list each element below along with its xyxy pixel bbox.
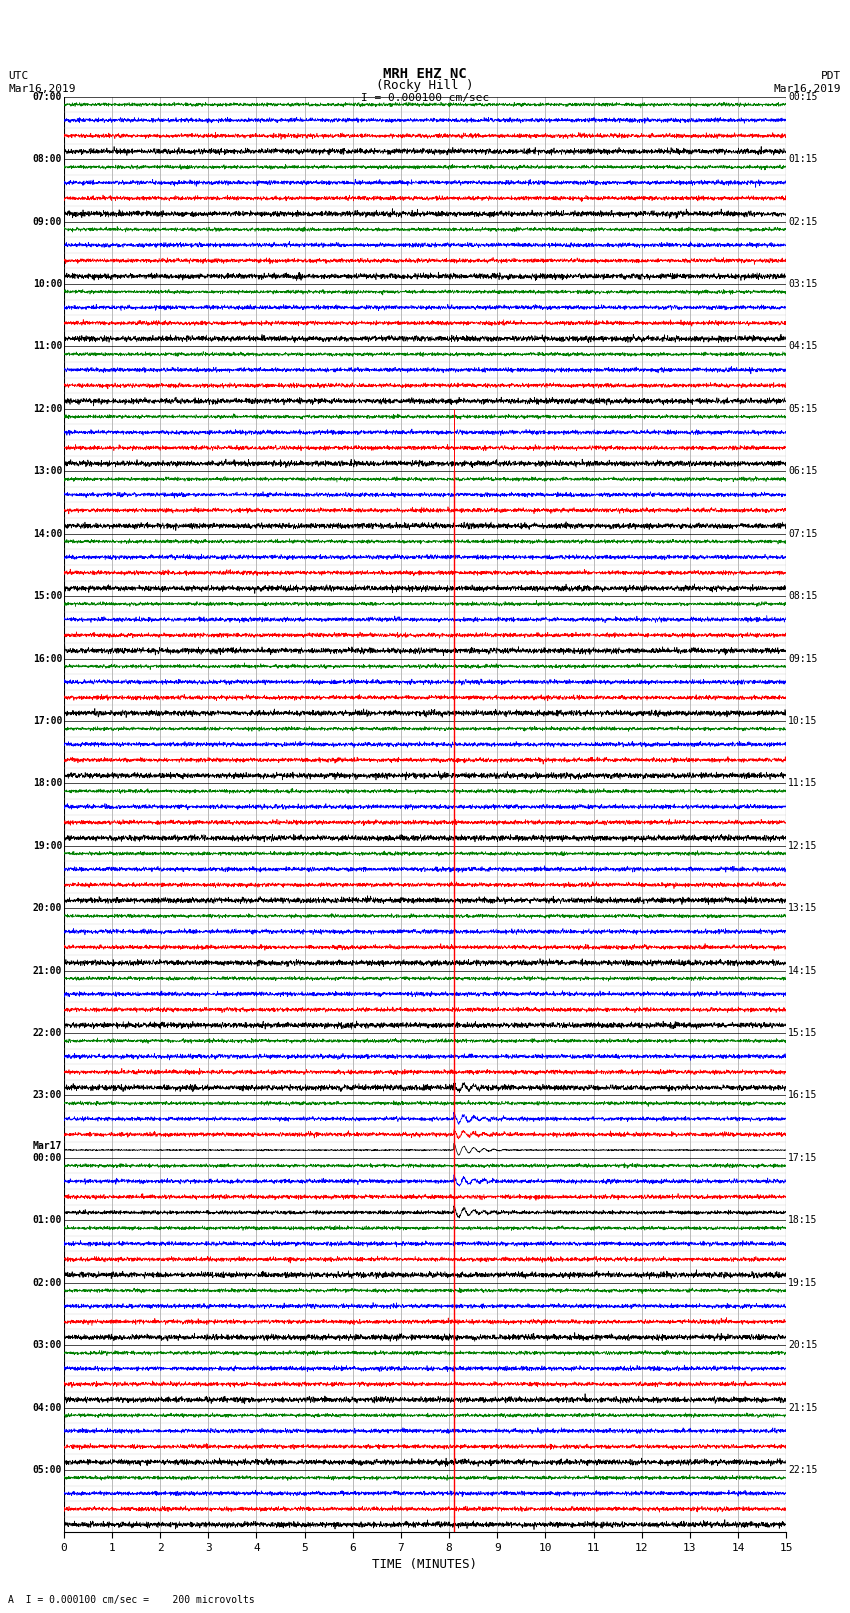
Text: 17:15: 17:15	[788, 1153, 818, 1163]
Text: Mar16,2019: Mar16,2019	[8, 84, 76, 94]
Text: A  I = 0.000100 cm/sec =    200 microvolts: A I = 0.000100 cm/sec = 200 microvolts	[8, 1595, 255, 1605]
Text: 08:15: 08:15	[788, 590, 818, 602]
Text: (Rocky Hill ): (Rocky Hill )	[377, 79, 473, 92]
Text: 02:15: 02:15	[788, 216, 818, 226]
Text: 14:00: 14:00	[32, 529, 62, 539]
Text: 11:15: 11:15	[788, 779, 818, 789]
Text: UTC: UTC	[8, 71, 29, 81]
Text: 03:00: 03:00	[32, 1340, 62, 1350]
Text: 05:15: 05:15	[788, 403, 818, 415]
Text: I = 0.000100 cm/sec: I = 0.000100 cm/sec	[361, 94, 489, 103]
Text: 14:15: 14:15	[788, 966, 818, 976]
Text: 20:00: 20:00	[32, 903, 62, 913]
Text: 04:15: 04:15	[788, 342, 818, 352]
Text: 11:00: 11:00	[32, 342, 62, 352]
Text: MRH EHZ NC: MRH EHZ NC	[383, 66, 467, 81]
Text: 10:15: 10:15	[788, 716, 818, 726]
Text: 15:00: 15:00	[32, 590, 62, 602]
Text: Mar17: Mar17	[32, 1142, 62, 1152]
Text: 05:00: 05:00	[32, 1465, 62, 1474]
X-axis label: TIME (MINUTES): TIME (MINUTES)	[372, 1558, 478, 1571]
Text: 12:15: 12:15	[788, 840, 818, 850]
Text: 06:15: 06:15	[788, 466, 818, 476]
Text: 16:00: 16:00	[32, 653, 62, 663]
Text: 02:00: 02:00	[32, 1277, 62, 1287]
Text: Mar16,2019: Mar16,2019	[774, 84, 842, 94]
Text: 01:00: 01:00	[32, 1215, 62, 1226]
Text: 22:00: 22:00	[32, 1027, 62, 1039]
Text: 23:00: 23:00	[32, 1090, 62, 1100]
Text: 16:15: 16:15	[788, 1090, 818, 1100]
Text: 12:00: 12:00	[32, 403, 62, 415]
Text: 01:15: 01:15	[788, 155, 818, 165]
Text: 19:00: 19:00	[32, 840, 62, 850]
Text: 17:00: 17:00	[32, 716, 62, 726]
Text: 19:15: 19:15	[788, 1277, 818, 1287]
Text: 13:00: 13:00	[32, 466, 62, 476]
Text: 00:00: 00:00	[32, 1153, 62, 1163]
Text: 08:00: 08:00	[32, 155, 62, 165]
Text: 18:00: 18:00	[32, 779, 62, 789]
Text: 09:00: 09:00	[32, 216, 62, 226]
Text: 04:00: 04:00	[32, 1403, 62, 1413]
Text: 21:15: 21:15	[788, 1403, 818, 1413]
Text: 20:15: 20:15	[788, 1340, 818, 1350]
Text: 13:15: 13:15	[788, 903, 818, 913]
Text: 15:15: 15:15	[788, 1027, 818, 1039]
Text: 00:15: 00:15	[788, 92, 818, 102]
Text: 03:15: 03:15	[788, 279, 818, 289]
Text: 22:15: 22:15	[788, 1465, 818, 1474]
Text: 10:00: 10:00	[32, 279, 62, 289]
Text: 07:15: 07:15	[788, 529, 818, 539]
Text: 18:15: 18:15	[788, 1215, 818, 1226]
Text: 09:15: 09:15	[788, 653, 818, 663]
Text: 07:00: 07:00	[32, 92, 62, 102]
Text: PDT: PDT	[821, 71, 842, 81]
Text: 21:00: 21:00	[32, 966, 62, 976]
